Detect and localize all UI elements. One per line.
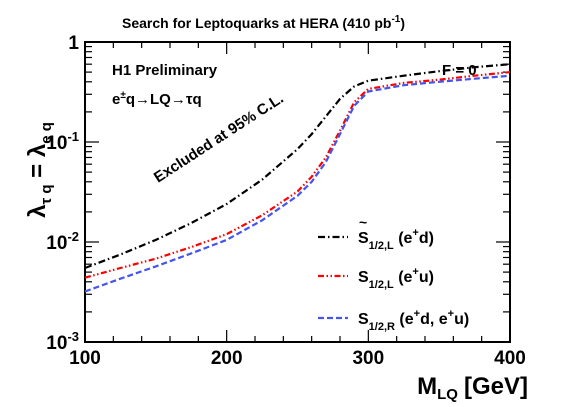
x-tick-label: 200 [211,348,243,369]
series-line-2 [84,71,511,279]
legend: S1/2,L (e+d)~ S1/2,L (e+u) S1/2,R (e+d, e+… [318,214,469,333]
tick-labels: 100 200 300 400 10-3 10-2 10-1 1 [46,33,526,369]
y-tick-label: 10-1 [46,129,79,154]
y-tick-label: 10-2 [46,229,79,254]
x-tick-label: 400 [494,348,526,369]
axis-ticks [84,42,511,343]
plot-frame [84,41,511,343]
legend-label-3: S1/2,R (e+d, e+u) [358,308,469,333]
series-line-3 [84,74,511,293]
legend-label-1: S1/2,L (e+d) [358,227,434,252]
y-tick-label: 10-3 [46,329,79,354]
y-axis-label: λτ q = λe q [24,122,55,218]
legend-label-2: S1/2,L (e+u) [358,266,434,291]
experiment-label: H1 Preliminary [112,62,218,79]
series-lines [84,63,511,293]
process-label: e±q→LQ→τq [112,90,202,108]
coupling-condition-label: F = 0 [442,62,477,79]
x-tick-label: 300 [352,348,384,369]
x-axis-label: MLQ [GeV] [417,373,528,403]
x-tick-label: 100 [69,348,101,369]
series-line-1 [84,63,511,270]
legend-tilde: ~ [359,214,367,230]
chart-title: Search for Leptoquarks at HERA (410 pb-1… [122,14,405,31]
y-tick-label: 1 [68,33,79,54]
